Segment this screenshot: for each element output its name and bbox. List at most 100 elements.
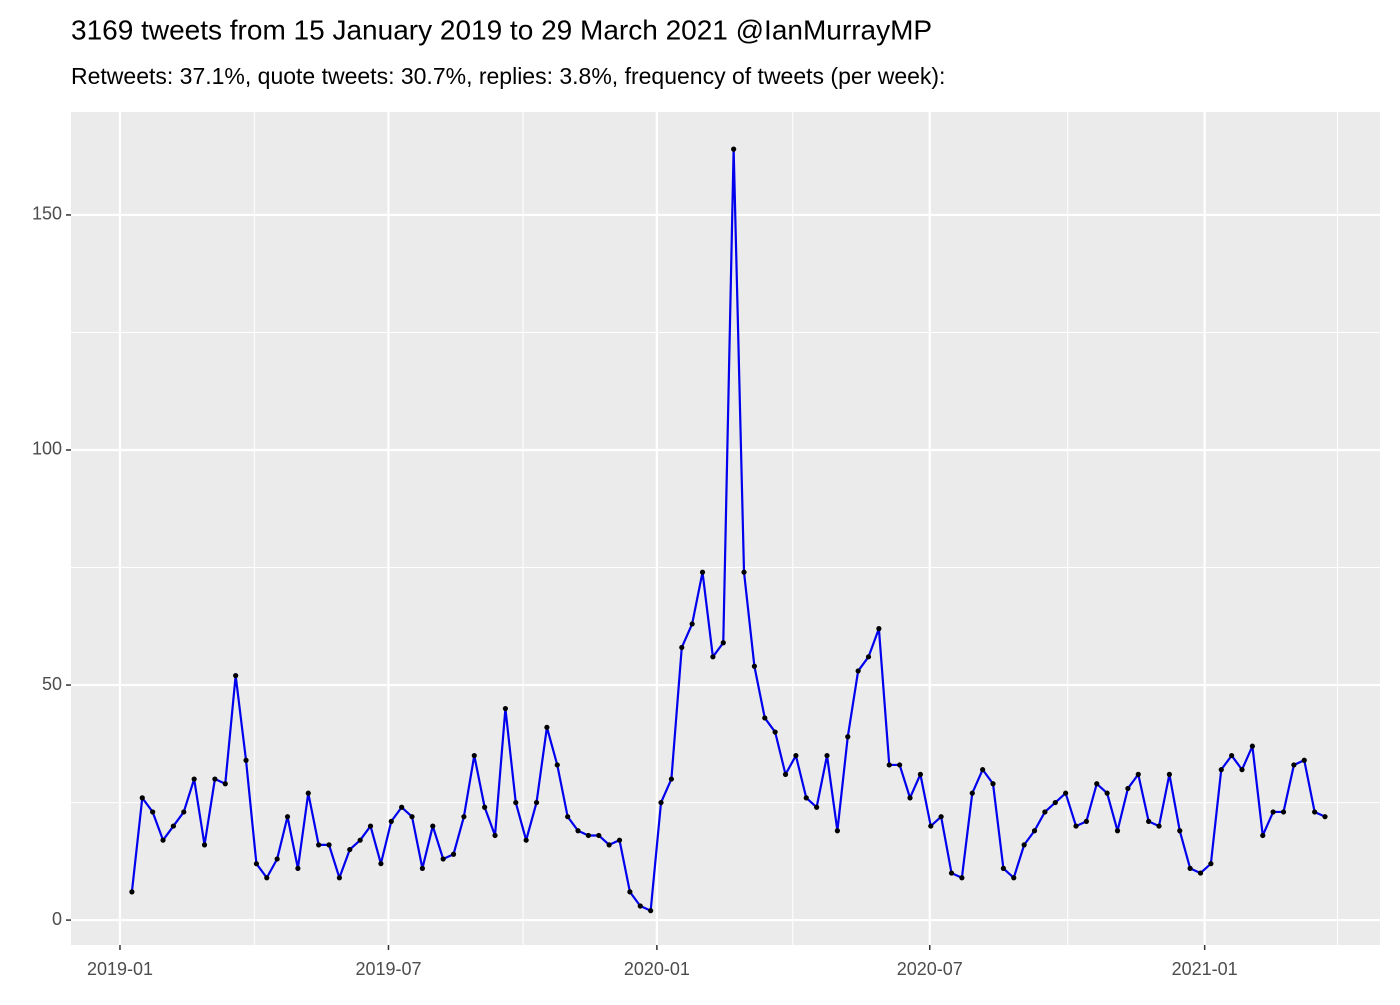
data-point xyxy=(274,856,280,862)
data-point xyxy=(886,762,892,768)
data-point xyxy=(1218,767,1224,773)
data-point xyxy=(990,781,996,787)
data-point xyxy=(1270,809,1276,815)
data-point xyxy=(533,799,540,806)
data-point xyxy=(399,804,405,810)
data-point xyxy=(513,799,519,806)
data-point xyxy=(1011,875,1017,881)
data-point xyxy=(139,795,145,801)
data-point xyxy=(1208,861,1214,867)
data-point xyxy=(1146,818,1152,824)
data-point xyxy=(1063,790,1069,796)
data-point xyxy=(1031,828,1038,834)
data-point xyxy=(1312,809,1318,815)
data-point xyxy=(731,146,737,152)
data-point xyxy=(565,814,571,820)
data-point xyxy=(150,809,156,815)
data-point xyxy=(378,861,384,867)
data-point xyxy=(284,814,291,820)
data-point xyxy=(201,842,208,848)
data-point xyxy=(741,569,747,575)
x-tick-label: 2020-07 xyxy=(897,959,963,979)
data-point xyxy=(917,771,923,777)
data-point xyxy=(347,846,353,853)
data-point xyxy=(938,814,944,820)
data-point xyxy=(928,823,934,829)
data-point xyxy=(502,705,508,712)
data-point xyxy=(160,837,166,843)
data-point xyxy=(1094,781,1100,787)
data-point xyxy=(1301,757,1307,763)
data-point xyxy=(876,626,882,632)
data-point xyxy=(793,752,799,759)
y-tick-label: 0 xyxy=(52,909,62,929)
data-point xyxy=(367,823,374,829)
data-point xyxy=(772,729,778,735)
data-point xyxy=(648,908,654,914)
data-point xyxy=(627,889,633,895)
data-point xyxy=(233,673,239,679)
data-point xyxy=(668,776,674,782)
data-point xyxy=(1249,743,1255,749)
data-point xyxy=(1260,832,1266,839)
data-point xyxy=(264,875,270,881)
data-point xyxy=(450,851,457,857)
data-point xyxy=(1073,823,1079,829)
data-point xyxy=(191,776,197,782)
data-point xyxy=(305,790,311,796)
data-point xyxy=(959,875,965,881)
data-point xyxy=(1156,823,1162,829)
data-point xyxy=(980,767,986,773)
data-point xyxy=(419,865,425,871)
data-point xyxy=(679,644,685,651)
data-point xyxy=(1280,809,1287,815)
data-point xyxy=(834,828,840,834)
data-point xyxy=(803,795,809,801)
data-point xyxy=(471,752,477,759)
data-point xyxy=(461,814,467,820)
data-point xyxy=(336,875,342,881)
data-point xyxy=(1177,828,1183,834)
data-point xyxy=(482,804,488,810)
data-point xyxy=(316,842,322,848)
data-point xyxy=(243,757,249,763)
data-point xyxy=(855,668,861,674)
data-point xyxy=(357,837,363,843)
data-point xyxy=(720,640,726,646)
data-point xyxy=(1083,818,1089,824)
data-point xyxy=(1000,865,1006,871)
data-point xyxy=(544,724,550,730)
data-point xyxy=(523,837,529,843)
data-point xyxy=(1042,809,1048,815)
data-point xyxy=(181,809,187,815)
data-point xyxy=(1197,870,1204,876)
data-point xyxy=(170,823,177,829)
data-point xyxy=(1114,828,1121,834)
data-point xyxy=(1125,785,1131,792)
y-tick-label: 100 xyxy=(32,439,62,459)
data-point xyxy=(710,654,716,660)
x-tick-label: 2019-01 xyxy=(87,959,153,979)
series-line xyxy=(130,148,1326,912)
y-tick-label: 50 xyxy=(42,674,62,694)
data-point xyxy=(1052,799,1058,806)
data-point xyxy=(824,752,830,759)
data-point xyxy=(295,865,301,871)
data-point xyxy=(1322,814,1328,820)
chart-subtitle: Retweets: 37.1%, quote tweets: 30.7%, re… xyxy=(71,63,945,89)
data-point xyxy=(492,832,498,839)
data-point xyxy=(616,837,623,843)
x-tick-label: 2021-01 xyxy=(1172,959,1238,979)
data-point xyxy=(606,842,612,848)
y-tick-label: 150 xyxy=(32,204,62,224)
data-point xyxy=(1187,865,1193,871)
data-point xyxy=(596,832,602,839)
data-point xyxy=(658,799,664,806)
data-point xyxy=(1291,762,1297,768)
data-point xyxy=(554,762,560,768)
data-point xyxy=(440,856,446,862)
x-tick-label: 2020-01 xyxy=(624,959,690,979)
data-point xyxy=(948,870,955,876)
chart-title: 3169 tweets from 15 January 2019 to 29 M… xyxy=(71,14,932,45)
